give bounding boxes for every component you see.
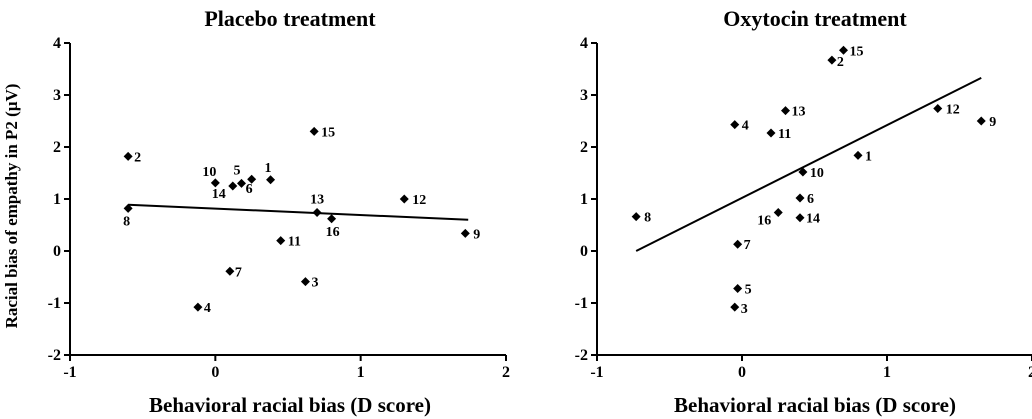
data-point-7 — [225, 266, 235, 276]
panel-title: Placebo treatment — [204, 6, 376, 31]
x-axis-label: Behavioral racial bias (D score) — [149, 393, 431, 417]
data-point-9 — [976, 116, 986, 126]
point-label-16: 16 — [326, 225, 340, 240]
point-label-11: 11 — [778, 127, 791, 142]
data-point-15 — [309, 126, 319, 136]
point-label-10: 10 — [810, 166, 824, 181]
data-point-14 — [228, 181, 238, 191]
data-point-13 — [312, 208, 322, 218]
y-tick-label: -2 — [575, 347, 588, 364]
data-point-1 — [853, 150, 863, 160]
data-point-14 — [795, 213, 805, 223]
regression-line — [635, 76, 982, 252]
data-point-8 — [631, 212, 641, 222]
data-point-10 — [798, 167, 808, 177]
data-point-7 — [733, 239, 743, 249]
point-label-3: 3 — [741, 302, 748, 317]
data-point-2 — [123, 151, 133, 161]
y-tick-label: 1 — [580, 191, 588, 208]
x-tick-label: 1 — [883, 364, 891, 381]
data-point-12 — [399, 194, 409, 204]
point-label-5: 5 — [233, 163, 240, 178]
data-point-15 — [839, 45, 848, 55]
point-label-12: 12 — [946, 103, 960, 118]
data-point-16 — [773, 208, 783, 218]
point-label-13: 13 — [792, 105, 806, 120]
point-label-2: 2 — [134, 150, 141, 165]
point-label-6: 6 — [246, 182, 253, 197]
point-label-10: 10 — [202, 165, 216, 180]
point-label-3: 3 — [311, 276, 318, 291]
point-label-14: 14 — [806, 212, 820, 227]
point-label-4: 4 — [742, 119, 749, 134]
y-tick-label: 3 — [53, 87, 61, 104]
data-point-8 — [123, 203, 133, 213]
x-tick-label: 1 — [357, 364, 365, 381]
data-point-11 — [276, 236, 286, 246]
point-label-14: 14 — [212, 187, 226, 202]
point-label-15: 15 — [850, 44, 864, 59]
y-tick-label: -2 — [48, 347, 61, 364]
data-point-12 — [933, 104, 943, 114]
y-tick-label: 2 — [580, 139, 588, 156]
x-tick-label: 2 — [502, 364, 510, 381]
x-tick-label: 0 — [738, 364, 746, 381]
point-label-11: 11 — [288, 235, 301, 250]
y-tick-label: 0 — [53, 243, 61, 260]
point-label-16: 16 — [757, 214, 771, 229]
data-point-2 — [827, 55, 837, 65]
y-axis-label: Racial bias of empathy in P2 (μV) — [2, 84, 21, 329]
data-point-16 — [327, 214, 337, 224]
data-point-9 — [460, 228, 470, 238]
x-axis-label: Behavioral racial bias (D score) — [674, 393, 956, 417]
regression-line — [128, 203, 469, 221]
point-label-5: 5 — [745, 282, 752, 297]
point-label-1: 1 — [265, 161, 272, 176]
data-point-6 — [247, 174, 257, 184]
point-label-8: 8 — [123, 214, 130, 229]
data-point-3 — [300, 277, 310, 287]
point-label-9: 9 — [989, 115, 996, 130]
y-tick-label: 1 — [53, 191, 61, 208]
y-tick-label: 0 — [580, 243, 588, 260]
point-label-9: 9 — [473, 227, 480, 242]
point-label-7: 7 — [744, 238, 751, 253]
data-point-13 — [781, 106, 790, 116]
y-tick-label: 4 — [580, 35, 588, 52]
x-tick-label: -1 — [63, 364, 76, 381]
y-tick-label: 2 — [53, 139, 61, 156]
data-point-11 — [766, 128, 776, 138]
data-point-1 — [266, 175, 276, 185]
y-tick-label: 3 — [580, 87, 588, 104]
x-tick-label: 2 — [1028, 364, 1032, 381]
y-tick-label: -1 — [575, 295, 588, 312]
point-label-8: 8 — [644, 211, 651, 226]
point-label-1: 1 — [865, 149, 872, 164]
data-point-3 — [730, 302, 740, 312]
data-point-4 — [730, 120, 740, 130]
point-label-13: 13 — [310, 193, 324, 208]
data-point-5 — [733, 283, 743, 293]
data-point-5 — [236, 178, 246, 188]
y-tick-label: -1 — [48, 295, 61, 312]
point-label-12: 12 — [412, 193, 426, 208]
data-point-6 — [795, 193, 805, 203]
data-point-10 — [210, 178, 220, 188]
x-tick-label: -1 — [590, 364, 603, 381]
point-label-7: 7 — [235, 265, 242, 280]
data-point-4 — [193, 302, 203, 312]
point-label-4: 4 — [204, 301, 211, 316]
point-label-2: 2 — [837, 55, 844, 70]
point-label-6: 6 — [807, 192, 814, 207]
y-tick-label: 4 — [53, 35, 61, 52]
panel-title: Oxytocin treatment — [723, 6, 907, 31]
x-tick-label: 0 — [211, 364, 219, 381]
point-label-15: 15 — [321, 125, 335, 140]
